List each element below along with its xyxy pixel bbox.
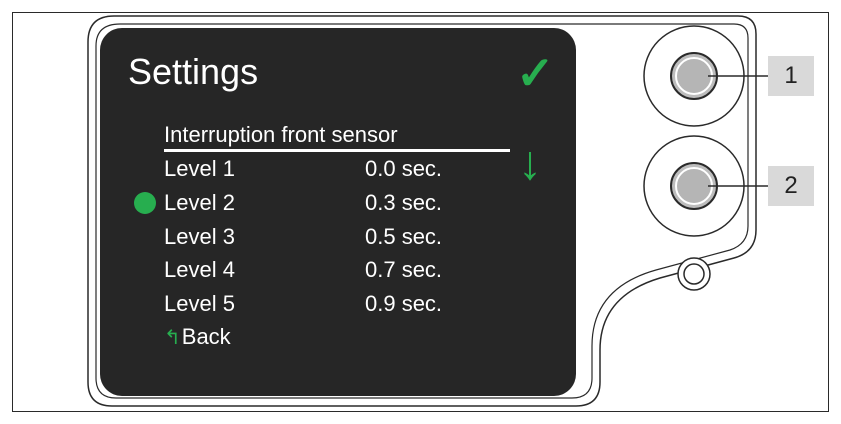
level-label: Level 2 [164, 190, 235, 215]
level-value: 0.7 sec. [365, 257, 443, 282]
screen-title: Settings [128, 51, 259, 92]
level-label: Level 1 [164, 156, 235, 181]
callout-1: 1 [768, 56, 814, 96]
indicator-light [677, 257, 711, 291]
level-value: 0.3 sec. [365, 190, 443, 215]
device-inner-outline [95, 23, 749, 399]
back-menu-item: ↰Back [164, 322, 231, 353]
return-arrow-icon: ↰ [164, 327, 181, 349]
level-label: Level 3 [164, 224, 235, 249]
callout-2: 2 [768, 166, 814, 206]
level-value: 0.9 sec. [365, 291, 443, 316]
check-icon: ✓ [516, 47, 555, 99]
level-label: Level 5 [164, 291, 235, 316]
subtitle-underline [164, 149, 510, 152]
button-2[interactable] [643, 135, 745, 237]
menu-subtitle: Interruption front sensor [164, 122, 398, 147]
selected-indicator-dot [134, 192, 156, 214]
back-label: Back [181, 324, 231, 349]
level-label: Level 4 [164, 257, 235, 282]
level-value: 0.5 sec. [365, 224, 443, 249]
level-value: 0.0 sec. [365, 156, 443, 181]
display-screen: Settings ✓ ↓ Interruption front sensor L… [100, 28, 576, 396]
arrow-down-icon: ↓ [518, 137, 542, 190]
